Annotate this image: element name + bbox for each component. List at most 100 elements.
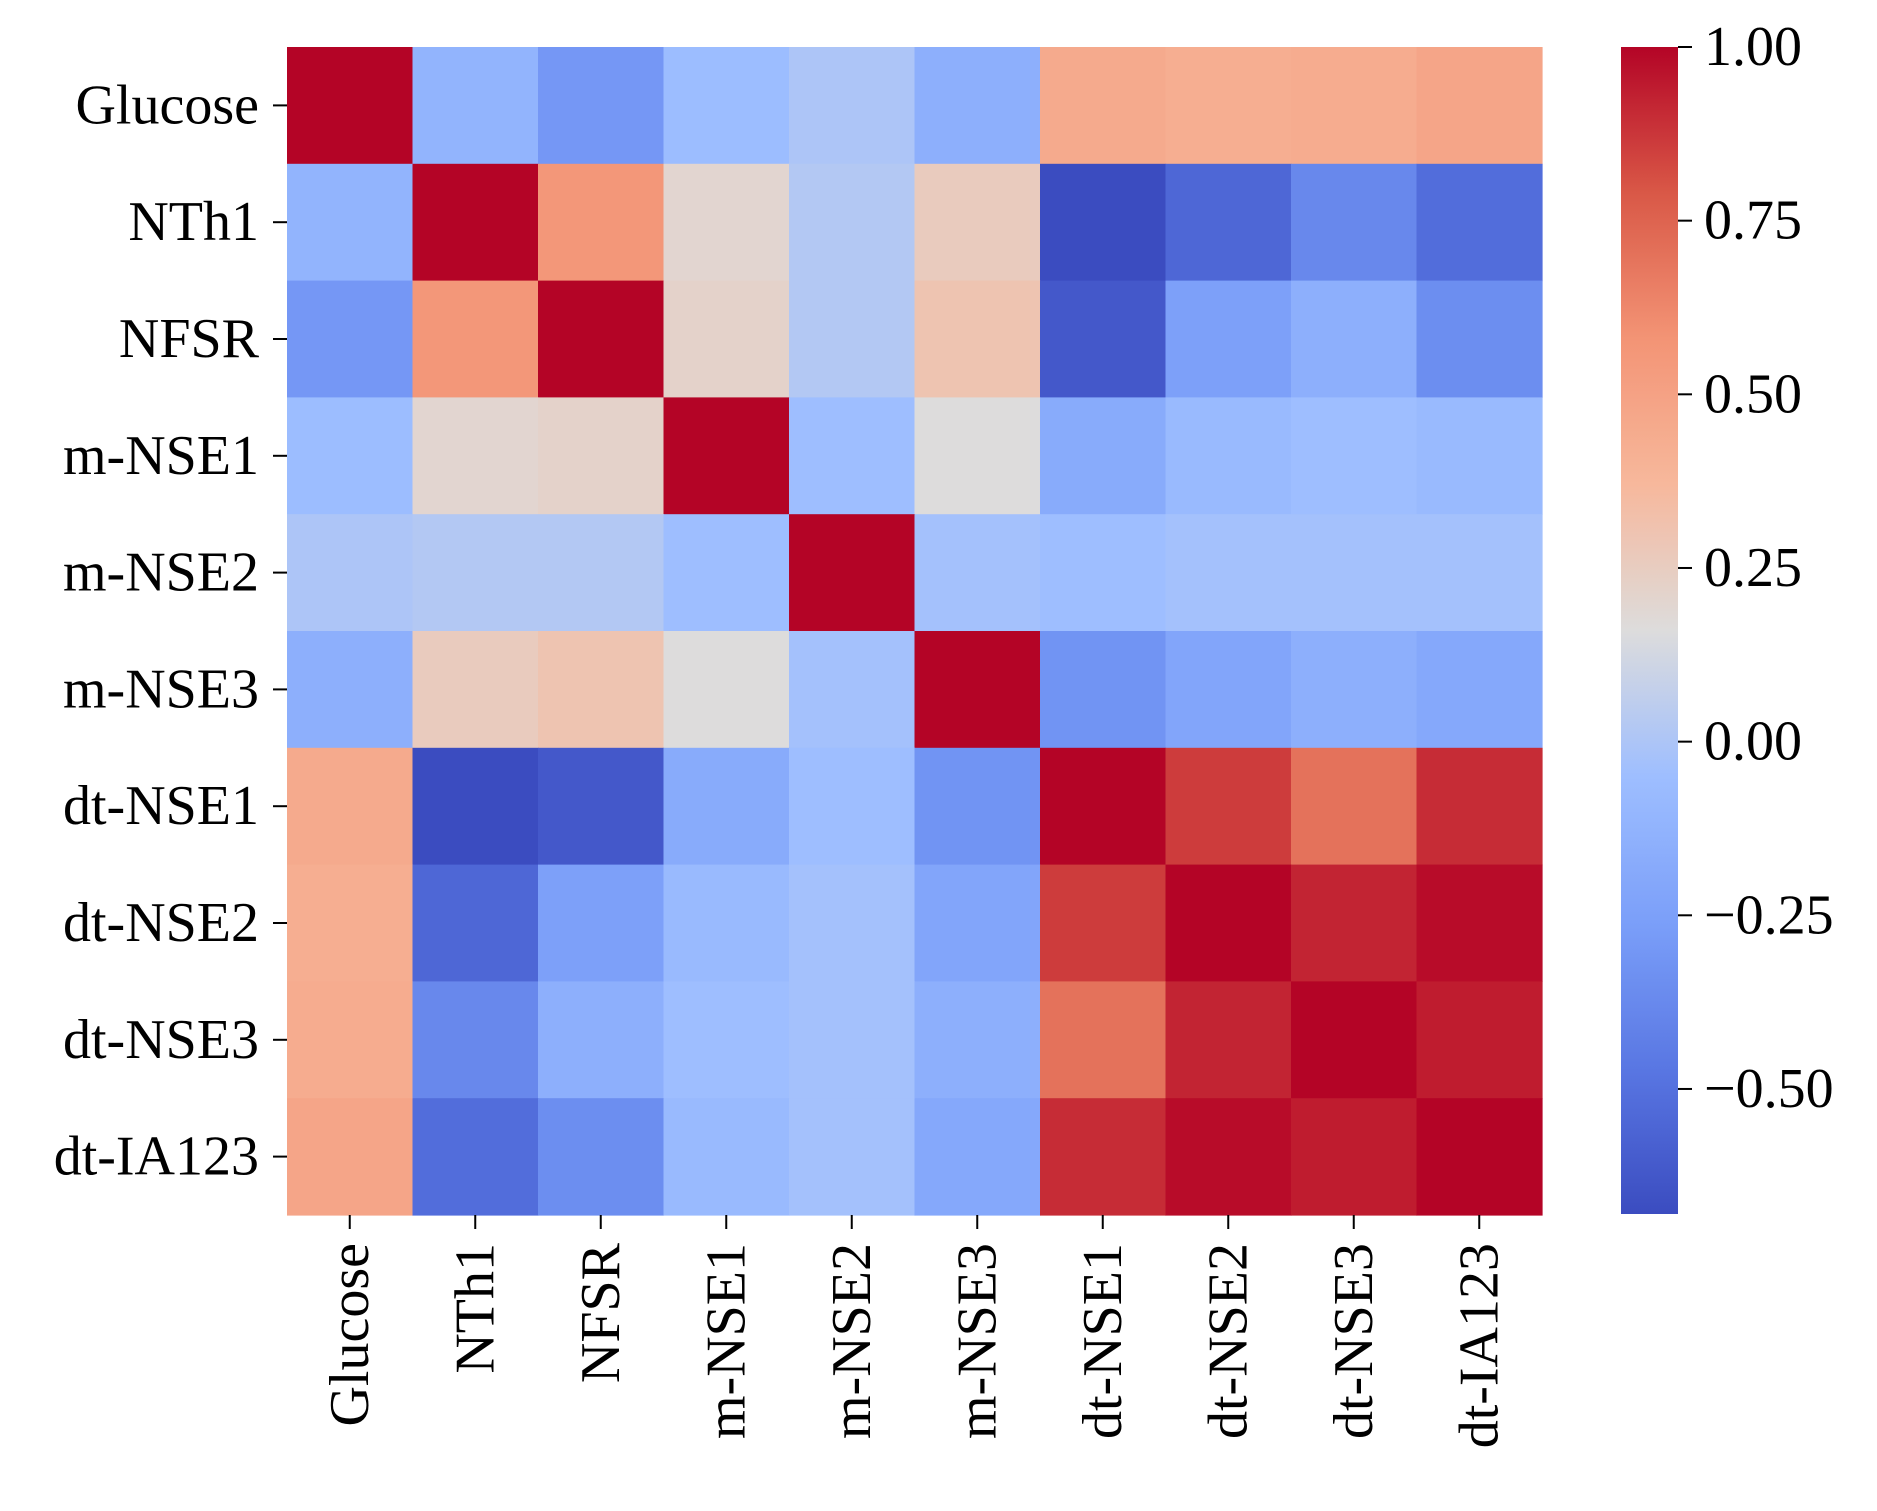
heatmap-cell-6-7 [1165, 747, 1292, 866]
heatmap-cell-2-4 [789, 280, 916, 398]
heatmap-cell-1-3 [663, 163, 790, 282]
heatmap-cell-5-9 [1416, 631, 1543, 749]
heatmap-cell-0-1 [412, 47, 539, 165]
colorbar-tick-label: −0.50 [1704, 1058, 1834, 1120]
heatmap-cell-7-6 [1040, 864, 1167, 982]
x-axis-tick-labels: Glucose NTh1 NFSR m-NSE1 m-NSE2 m-NSE3 dt-NSE1… [319, 1215, 1510, 1448]
colorbar-tick-label: 0.50 [1704, 363, 1802, 425]
heatmap-cell-2-7 [1165, 280, 1292, 398]
heatmap-cell-7-4 [789, 864, 916, 982]
heatmap-cell-8-3 [663, 981, 790, 1099]
heatmap-cell-9-3 [663, 1098, 790, 1216]
heatmap-cell-1-4 [789, 163, 916, 282]
heatmap-cell-4-1 [412, 514, 539, 632]
heatmap-cell-3-3 [663, 397, 790, 515]
heatmap-cell-2-3 [663, 280, 790, 398]
heatmap-cell-3-1 [412, 397, 539, 515]
colorbar-tick-label: −0.25 [1704, 884, 1834, 946]
heatmap-cell-7-2 [538, 864, 665, 982]
heatmap-cell-4-0 [287, 514, 414, 632]
heatmap-cell-4-6 [1040, 514, 1167, 632]
heatmap-cell-3-8 [1291, 397, 1418, 515]
heatmap-cell-8-2 [538, 981, 665, 1099]
heatmap-cell-2-9 [1416, 280, 1543, 398]
heatmap-cell-2-0 [287, 280, 414, 398]
colorbar-tick-label: 0.00 [1704, 711, 1802, 773]
heatmap-cell-6-9 [1416, 747, 1543, 866]
y-tick-label: NFSR [119, 308, 260, 370]
colorbar-tick-label: 1.00 [1704, 16, 1802, 78]
heatmap-cell-6-1 [412, 747, 539, 866]
heatmap-cell-4-3 [663, 514, 790, 632]
heatmap-cell-9-6 [1040, 1098, 1167, 1216]
heatmap-cell-7-5 [914, 864, 1041, 982]
heatmap-cell-1-7 [1165, 163, 1292, 282]
heatmap-cell-6-8 [1291, 747, 1418, 866]
heatmap-cell-5-4 [789, 631, 916, 749]
heatmap-cell-0-0 [287, 47, 414, 165]
heatmap-cell-3-7 [1165, 397, 1292, 515]
heatmap-cell-5-8 [1291, 631, 1418, 749]
heatmap-cell-6-3 [663, 747, 790, 866]
x-tick-label: dt-IA123 [1448, 1243, 1510, 1448]
heatmap-cell-9-2 [538, 1098, 665, 1216]
heatmap-cell-7-0 [287, 864, 414, 982]
y-tick-label: NTh1 [128, 191, 259, 253]
colorbar-tick-label: 0.25 [1704, 537, 1802, 599]
y-tick-label: dt-NSE2 [63, 892, 259, 954]
heatmap-cell-5-7 [1165, 631, 1292, 749]
colorbar-ticks: 1.00 0.75 0.50 0.25 0.00 −0.25 −0.50 [1678, 16, 1834, 1120]
heatmap-cell-6-6 [1040, 747, 1167, 866]
heatmap-cell-0-5 [914, 47, 1041, 165]
heatmap-cell-9-1 [412, 1098, 539, 1216]
heatmap-cell-0-6 [1040, 47, 1167, 165]
heatmap-cell-7-1 [412, 864, 539, 982]
colorbar: 1.00 0.75 0.50 0.25 0.00 −0.25 −0.50 [1621, 16, 1834, 1214]
x-tick-label: m-NSE3 [946, 1243, 1008, 1439]
colorbar-gradient [1621, 47, 1678, 1214]
x-tick-label: NTh1 [444, 1243, 506, 1374]
heatmap-cell-4-5 [914, 514, 1041, 632]
heatmap-cell-5-6 [1040, 631, 1167, 749]
heatmap-cell-5-0 [287, 631, 414, 749]
heatmap-cell-4-8 [1291, 514, 1418, 632]
heatmap-cell-0-7 [1165, 47, 1292, 165]
heatmap-cell-8-7 [1165, 981, 1292, 1099]
heatmap-cell-1-9 [1416, 163, 1543, 282]
y-tick-label: Glucose [75, 74, 259, 136]
heatmap-cell-9-5 [914, 1098, 1041, 1216]
heatmap-cell-2-1 [412, 280, 539, 398]
heatmap-cell-6-2 [538, 747, 665, 866]
heatmap-cell-9-8 [1291, 1098, 1418, 1216]
x-tick-label: dt-NSE2 [1197, 1243, 1259, 1439]
heatmap-cell-7-7 [1165, 864, 1292, 982]
heatmap-cell-7-8 [1291, 864, 1418, 982]
heatmap-cell-3-9 [1416, 397, 1543, 515]
heatmap-cell-3-0 [287, 397, 414, 515]
heatmap-cell-9-0 [287, 1098, 414, 1216]
heatmap-cell-2-8 [1291, 280, 1418, 398]
heatmap-cell-0-3 [663, 47, 790, 165]
y-tick-label: dt-NSE1 [63, 775, 259, 837]
heatmap-cell-9-9 [1416, 1098, 1543, 1216]
y-axis-tick-labels: Glucose NTh1 NFSR m-NSE1 m-NSE2 m-NSE3 dt-NSE1… [54, 74, 287, 1188]
heatmap-cell-5-3 [663, 631, 790, 749]
heatmap-cells [287, 47, 1543, 1216]
heatmap-cell-8-6 [1040, 981, 1167, 1099]
heatmap-cell-5-2 [538, 631, 665, 749]
x-tick-label: dt-NSE1 [1072, 1243, 1134, 1439]
heatmap-cell-1-8 [1291, 163, 1418, 282]
heatmap-cell-2-5 [914, 280, 1041, 398]
heatmap-cell-8-4 [789, 981, 916, 1099]
heatmap-cell-1-6 [1040, 163, 1167, 282]
heatmap-cell-1-2 [538, 163, 665, 282]
heatmap-cell-8-8 [1291, 981, 1418, 1099]
heatmap-cell-1-0 [287, 163, 414, 282]
y-tick-label: m-NSE2 [63, 542, 259, 604]
heatmap-cell-7-9 [1416, 864, 1543, 982]
heatmap-cell-4-7 [1165, 514, 1292, 632]
y-tick-label: m-NSE3 [63, 658, 259, 720]
heatmap-cell-6-5 [914, 747, 1041, 866]
heatmap-cell-0-4 [789, 47, 916, 165]
heatmap-cell-8-5 [914, 981, 1041, 1099]
